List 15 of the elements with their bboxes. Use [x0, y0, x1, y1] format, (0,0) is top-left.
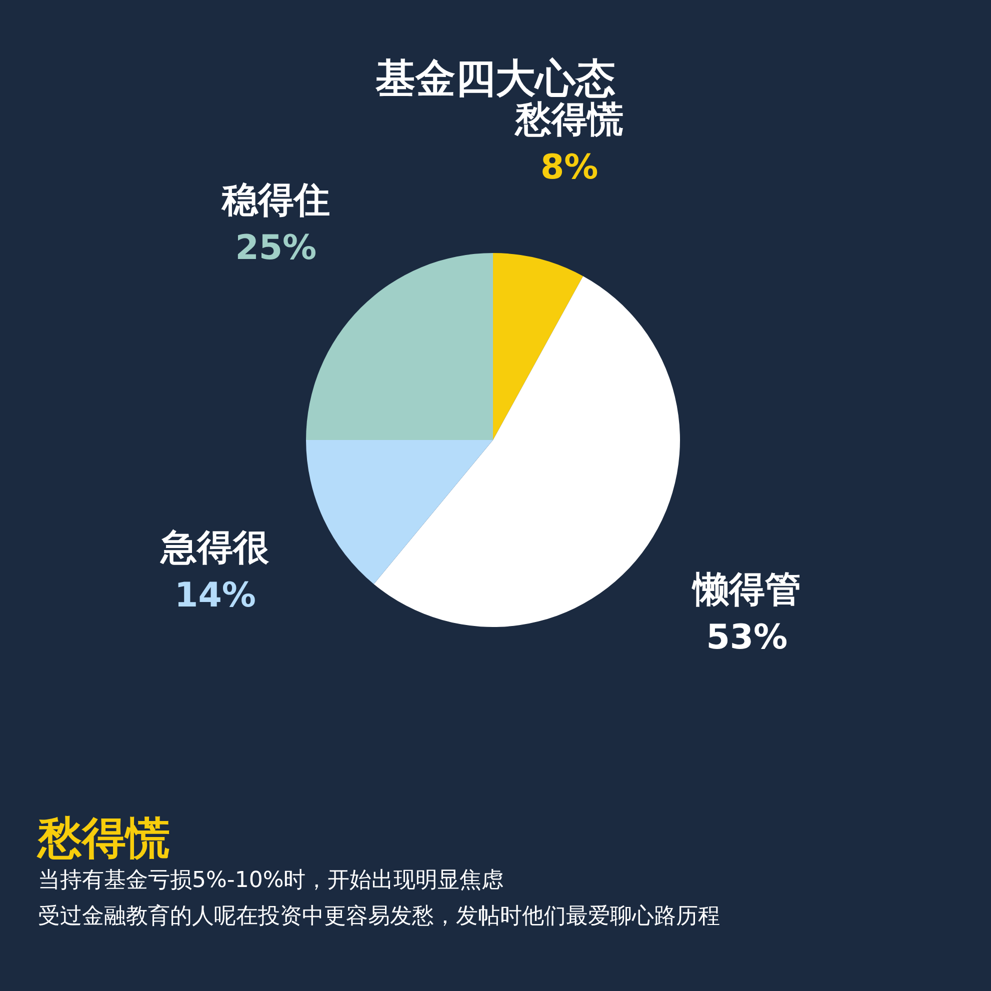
text: 愁得慌 [36, 813, 170, 864]
slice-label: 稳得住 [220, 180, 330, 221]
text: 当持有基金亏损5%-10%时，开始出现明显焦虑 [38, 868, 504, 893]
slice-label: 愁得慌 [513, 100, 624, 141]
chart-title: 基金四大心态 [374, 56, 616, 102]
pie-slice [374, 276, 680, 627]
pie-slice [493, 253, 584, 440]
data-label: 25% [235, 228, 317, 268]
slice-label: 懒得管 [690, 570, 801, 611]
data-label: 8% [540, 148, 598, 188]
data-label: 14% [174, 576, 256, 616]
text: 受过金融教育的人呢在投资中更容易发愁，发帖时他们最爱聊心路历程 [38, 903, 720, 929]
slice-label: 急得很 [159, 528, 270, 569]
data-label: 53% [706, 618, 788, 658]
pie-slice [306, 440, 493, 584]
